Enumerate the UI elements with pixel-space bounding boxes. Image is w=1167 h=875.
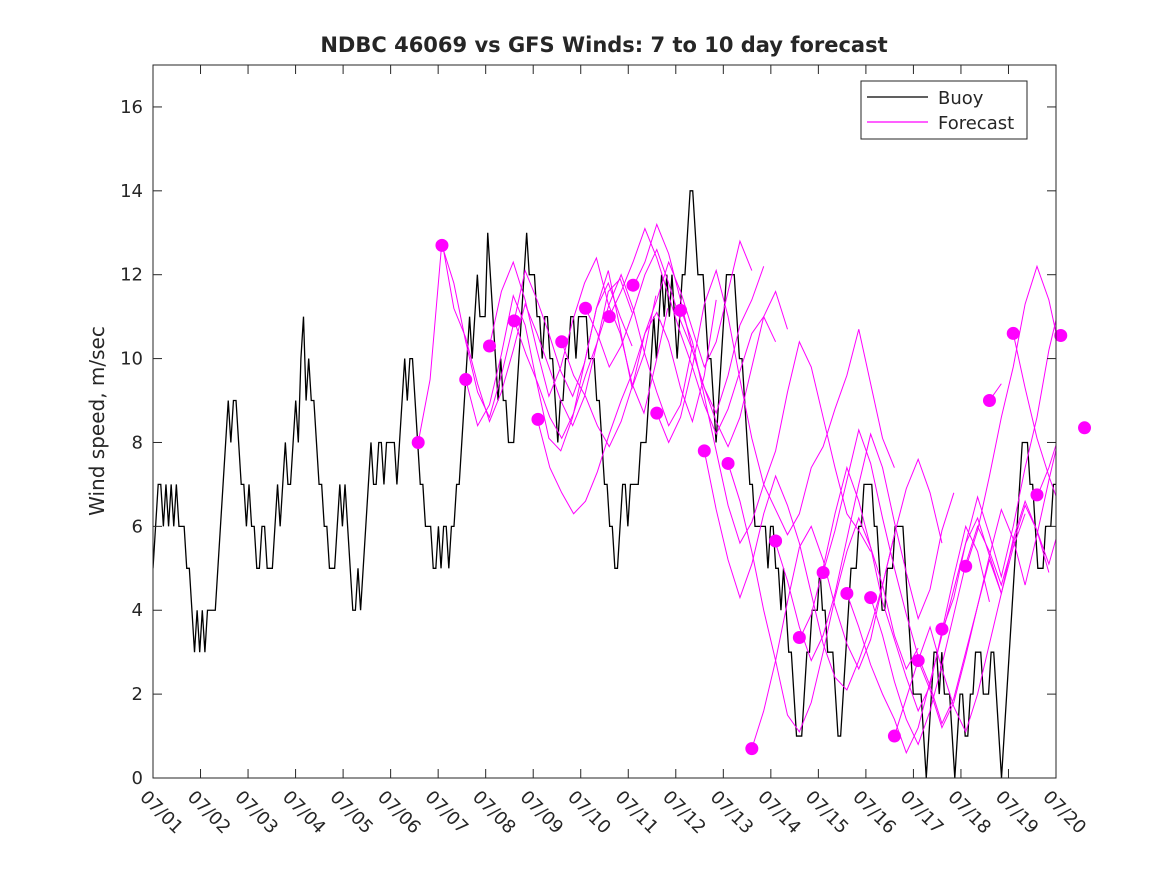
y-tick-label: 0 (132, 768, 143, 789)
forecast-line (561, 239, 753, 448)
forecast-marker (1030, 488, 1044, 502)
forecast-line (441, 245, 633, 419)
forecast-line (870, 504, 1050, 746)
forecast-marker (959, 559, 973, 573)
plot-frame (152, 64, 1057, 779)
chart-title: NDBC 46069 vs GFS Winds: 7 to 10 day for… (320, 33, 887, 57)
y-tick-label: 12 (120, 265, 143, 286)
forecast-marker (1054, 329, 1068, 343)
forecast-marker (674, 303, 688, 317)
legend-forecast-label: Forecast (938, 113, 1014, 134)
forecast-line (680, 308, 872, 552)
y-tick-label: 14 (120, 181, 143, 202)
forecast-line (846, 513, 1026, 755)
y-tick-label: 4 (132, 600, 143, 621)
forecast-marker (792, 630, 806, 644)
forecast-marker (769, 534, 783, 548)
forecast-series (417, 222, 1056, 755)
forecast-marker (531, 412, 545, 426)
forecast-marker (697, 444, 711, 458)
y-tick-label: 2 (132, 684, 143, 705)
forecast-line (751, 457, 943, 749)
forecast-line (632, 222, 788, 448)
forecast-marker (411, 435, 425, 449)
forecast-line (703, 450, 895, 691)
forecast-marker (602, 310, 616, 324)
y-tick-label: 10 (120, 349, 143, 370)
forecast-line (965, 264, 1056, 569)
forecast-line (513, 273, 693, 440)
forecast-marker (482, 339, 496, 353)
y-tick-label: 16 (120, 97, 143, 118)
forecast-marker (435, 238, 449, 252)
forecast-line (893, 499, 1056, 737)
forecast-marker (507, 314, 521, 328)
forecast-line (1036, 443, 1056, 498)
plot-area (153, 65, 1056, 778)
forecast-marker (982, 394, 996, 408)
legend: Buoy Forecast (860, 80, 1028, 140)
forecast-line (537, 299, 717, 515)
legend-box (860, 80, 1028, 140)
forecast-line (941, 317, 1056, 632)
forecast-marker (745, 742, 759, 756)
forecast-line (656, 268, 895, 536)
y-tick-label: 8 (132, 432, 143, 453)
forecast-marker (840, 586, 854, 600)
forecast-line (917, 447, 1056, 730)
forecast-markers (411, 238, 1092, 756)
forecast-line (417, 241, 633, 443)
forecast-line (775, 432, 955, 662)
forecast-marker (721, 456, 735, 470)
forecast-line (798, 465, 990, 713)
forecast-marker (626, 278, 640, 292)
forecast-marker (1078, 421, 1092, 435)
forecast-marker (1006, 326, 1020, 340)
y-tick-label: 6 (132, 516, 143, 537)
legend-buoy-label: Buoy (938, 88, 984, 109)
forecast-marker (578, 301, 592, 315)
forecast-marker (555, 335, 569, 349)
forecast-line (727, 463, 919, 733)
forecast-marker (650, 406, 664, 420)
forecast-marker (911, 654, 925, 668)
y-axis-ticks: 0 2 4 6 8 10 12 14 16 (120, 97, 1056, 789)
y-axis-label: Wind speed, m/sec (85, 326, 109, 516)
forecast-marker (864, 591, 878, 605)
forecast-line (1012, 333, 1056, 498)
forecast-marker (816, 565, 830, 579)
forecast-marker (887, 729, 901, 743)
forecast-line (489, 256, 669, 415)
forecast-marker (935, 622, 949, 636)
forecast-marker (459, 373, 473, 387)
